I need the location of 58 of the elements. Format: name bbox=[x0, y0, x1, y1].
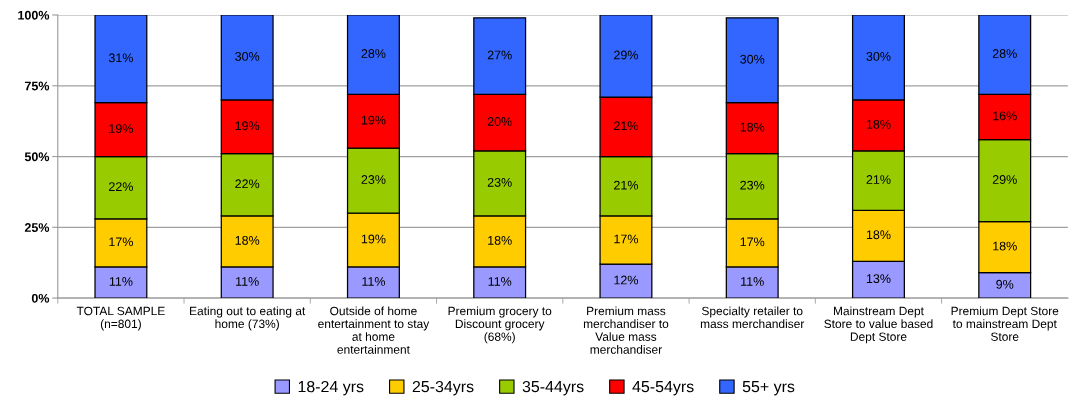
data-label: 21% bbox=[614, 180, 639, 190]
data-label: 22% bbox=[235, 179, 260, 189]
data-label: 17% bbox=[740, 237, 765, 247]
x-tick-label: Mainstream Dept Store to value based Dept Store bbox=[824, 306, 933, 344]
data-label: 11% bbox=[109, 277, 133, 286]
legend-label: 35-44yrs bbox=[522, 380, 584, 396]
data-label: 19% bbox=[235, 121, 260, 131]
data-label: 21% bbox=[614, 121, 639, 131]
legend-label: 18-24 yrs bbox=[298, 380, 364, 396]
x-tick-label: Premium mass merchandiser to Value mass merchandiser bbox=[583, 306, 669, 354]
legend-label: 45-54yrs bbox=[632, 381, 694, 396]
data-label: 11% bbox=[488, 277, 512, 286]
x-tick-label: Outside of home entertainment to stay at home entertainment bbox=[318, 306, 430, 354]
data-label: 16% bbox=[993, 111, 1017, 121]
data-label: 28% bbox=[361, 49, 386, 58]
data-label: 19% bbox=[361, 234, 386, 244]
data-label: 17% bbox=[109, 237, 133, 247]
x-tick-label: Premium grocery to Discount grocery (68%) bbox=[448, 306, 552, 344]
y-tick-label: 75% bbox=[24, 81, 50, 91]
data-label: 18% bbox=[866, 230, 891, 240]
data-label: 23% bbox=[361, 175, 386, 184]
data-label: 11% bbox=[362, 277, 386, 286]
data-label: 20% bbox=[487, 117, 512, 126]
data-label: 27% bbox=[487, 50, 512, 60]
y-tick-label: 50% bbox=[24, 152, 50, 162]
x-tick-label: Eating out to eating at home (73%) bbox=[190, 306, 306, 331]
data-label: 18% bbox=[866, 119, 891, 129]
data-label: 18% bbox=[740, 122, 765, 132]
data-label: 19% bbox=[361, 115, 386, 125]
x-tick-label: Premium Dept Store to mainstream Dept Store bbox=[951, 306, 1059, 341]
data-label: 12% bbox=[614, 275, 639, 285]
data-label: 29% bbox=[992, 175, 1017, 184]
data-label: 18% bbox=[993, 241, 1017, 251]
data-label: 29% bbox=[614, 50, 639, 60]
data-label: 23% bbox=[487, 177, 512, 187]
data-label: 31% bbox=[108, 53, 133, 63]
data-label: 30% bbox=[866, 51, 891, 61]
y-tick-label: 0% bbox=[31, 293, 50, 303]
data-label: 11% bbox=[741, 277, 764, 286]
x-tick-label: TOTAL SAMPLE (n=801) bbox=[76, 306, 165, 331]
data-label: 30% bbox=[740, 54, 765, 64]
data-label: 18% bbox=[488, 235, 512, 245]
data-label: 19% bbox=[109, 124, 133, 133]
data-label: 18% bbox=[235, 235, 260, 245]
data-label: 11% bbox=[236, 277, 259, 286]
legend-label: 55+ yrs bbox=[742, 381, 795, 396]
data-label: 30% bbox=[235, 51, 260, 61]
data-label: 22% bbox=[109, 182, 133, 191]
data-label: 21% bbox=[866, 175, 891, 184]
data-label: 23% bbox=[740, 180, 765, 190]
y-tick-label: 100% bbox=[18, 10, 50, 20]
legend-label: 25-34yrs bbox=[412, 380, 474, 396]
data-label: 17% bbox=[614, 234, 639, 244]
data-label: 9% bbox=[996, 279, 1014, 289]
data-label: 28% bbox=[992, 49, 1017, 58]
data-label: 13% bbox=[866, 274, 891, 284]
y-tick-label: 25% bbox=[24, 223, 50, 232]
x-tick-label: Specialty retailer to mass merchandiser bbox=[700, 306, 805, 329]
